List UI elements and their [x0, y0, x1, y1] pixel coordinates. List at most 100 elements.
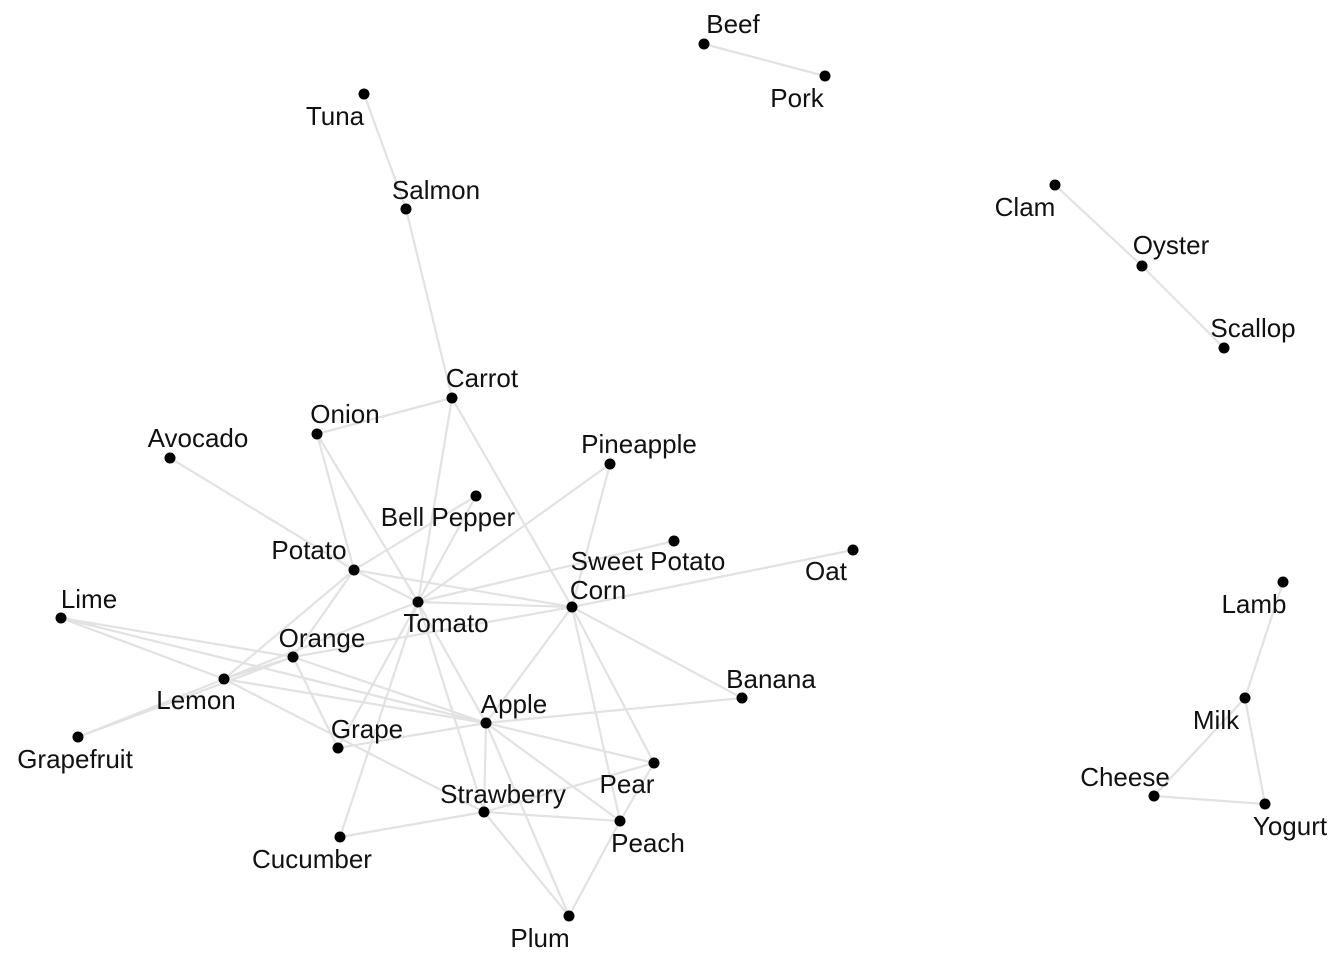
edge-lime-orange: [59, 616, 295, 659]
node-label-scallop: Scallop: [1210, 313, 1295, 343]
node-label-bell-pepper: Bell Pepper: [381, 502, 516, 532]
node-plum: [563, 910, 575, 922]
edge-milk-cheese: [1152, 696, 1247, 798]
node-label-milk: Milk: [1193, 705, 1240, 735]
node-yogurt: [1259, 798, 1271, 810]
edge-pear-peach: [618, 761, 656, 823]
node-pear: [648, 757, 660, 769]
edge-strawberry-cucumber: [338, 810, 486, 839]
node-corn: [566, 601, 578, 613]
node-clam: [1049, 179, 1061, 191]
node-label-orange: Orange: [279, 623, 366, 653]
node-label-onion: Onion: [310, 399, 379, 429]
edge-potato-tomato: [352, 568, 420, 604]
node-onion: [311, 428, 323, 440]
node-bell-pepper: [470, 490, 482, 502]
node-label-grapefruit: Grapefruit: [17, 744, 133, 774]
node-label-cucumber: Cucumber: [252, 844, 372, 874]
edge-tomato-grape: [336, 600, 420, 750]
edge-potato-corn: [352, 568, 574, 609]
node-label-plum: Plum: [510, 923, 569, 953]
edge-potato-orange: [291, 568, 356, 659]
edge-oat-corn: [570, 548, 855, 609]
edge-milk-yogurt: [1243, 696, 1267, 806]
edge-tomato-apple: [416, 600, 488, 725]
edge-strawberry-peach: [482, 810, 622, 823]
edge-orange-grape: [291, 655, 340, 750]
edge-onion-potato: [315, 432, 356, 572]
edge-potato-lemon: [222, 568, 356, 681]
node-label-beef: Beef: [706, 9, 760, 39]
edge-apple-grape: [336, 721, 488, 750]
edge-pineapple-corn: [570, 462, 612, 609]
edge-sweet-potato-tomato: [416, 539, 676, 604]
edge-lemon-apple: [222, 677, 488, 725]
node-label-tomato: Tomato: [403, 608, 488, 638]
edge-apple-pear: [484, 721, 656, 765]
node-label-lemon: Lemon: [156, 685, 236, 715]
edge-tuna-salmon: [362, 92, 408, 211]
node-label-apple: Apple: [481, 689, 548, 719]
edge-apple-plum: [484, 721, 571, 918]
edge-peach-plum: [567, 819, 622, 918]
node-oat: [847, 544, 859, 556]
edge-lime-lemon: [59, 616, 226, 681]
edge-orange-apple: [291, 655, 488, 725]
node-label-carrot: Carrot: [446, 363, 519, 393]
edge-tomato-corn: [416, 600, 574, 609]
edge-orange-grapefruit: [76, 655, 295, 739]
node-label-peach: Peach: [611, 828, 685, 858]
node-layer: [55, 38, 1289, 922]
node-label-salmon: Salmon: [392, 175, 480, 205]
edge-lamb-milk: [1243, 580, 1285, 700]
node-cucumber: [334, 831, 346, 843]
edge-potato-bell-pepper: [352, 494, 478, 572]
edge-strawberry-pear: [482, 761, 656, 814]
node-cheese: [1148, 790, 1160, 802]
node-pork: [819, 70, 831, 82]
node-label-pork: Pork: [770, 83, 824, 113]
node-label-banana: Banana: [726, 664, 816, 694]
node-label-sweet-potato: Sweet Potato: [571, 546, 726, 576]
node-label-oyster: Oyster: [1133, 230, 1210, 260]
node-sweet-potato: [668, 535, 680, 547]
edge-apple-peach: [484, 721, 622, 823]
node-avocado: [164, 452, 176, 464]
edge-oyster-scallop: [1140, 264, 1226, 350]
edge-avocado-potato: [168, 456, 356, 572]
node-label-potato: Potato: [271, 535, 346, 565]
node-label-corn: Corn: [570, 575, 626, 605]
node-tuna: [358, 88, 370, 100]
edge-lime-apple: [59, 616, 488, 725]
node-label-grape: Grape: [331, 714, 403, 744]
node-strawberry: [478, 806, 490, 818]
edge-corn-peach: [570, 605, 622, 823]
edge-carrot-tomato: [416, 396, 454, 604]
node-orange: [287, 651, 299, 663]
node-label-lamb: Lamb: [1221, 589, 1286, 619]
node-label-lime: Lime: [61, 584, 117, 614]
node-salmon: [400, 203, 412, 215]
edge-beef-pork: [702, 42, 827, 78]
edge-salmon-carrot: [404, 207, 454, 400]
edge-apple-strawberry: [482, 721, 488, 814]
node-scallop: [1218, 342, 1230, 354]
node-label-oat: Oat: [805, 556, 848, 586]
edge-clam-oyster: [1053, 183, 1144, 268]
edge-tomato-cucumber: [338, 600, 420, 839]
node-milk: [1239, 692, 1251, 704]
edge-tomato-strawberry: [416, 600, 486, 814]
node-label-avocado: Avocado: [148, 423, 249, 453]
node-lamb: [1277, 576, 1289, 588]
node-pineapple: [604, 458, 616, 470]
node-label-pear: Pear: [600, 769, 655, 799]
node-beef: [698, 38, 710, 50]
node-label-pineapple: Pineapple: [581, 429, 697, 459]
node-potato: [348, 564, 360, 576]
node-label-clam: Clam: [995, 192, 1056, 222]
edge-onion-carrot: [315, 396, 454, 436]
node-lime: [55, 612, 67, 624]
edge-corn-apple: [484, 605, 574, 725]
node-oyster: [1136, 260, 1148, 272]
